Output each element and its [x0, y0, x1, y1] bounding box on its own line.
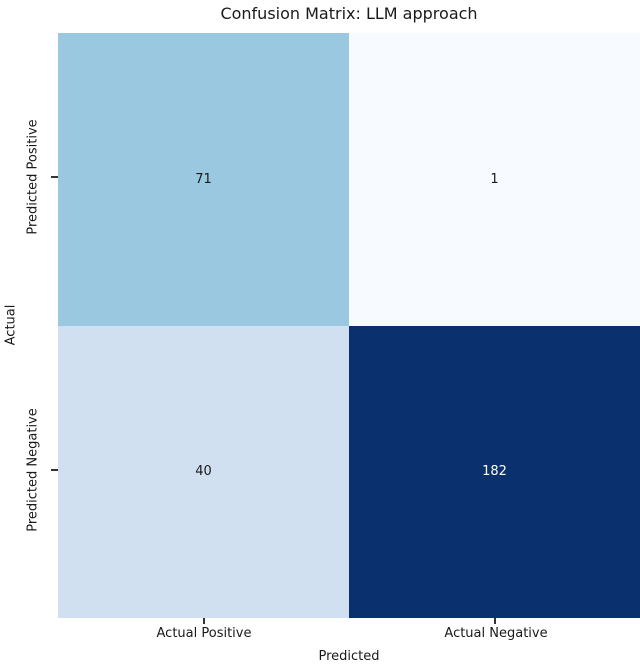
- xtick-mark-col2: [494, 618, 496, 624]
- x-axis-label: Predicted: [318, 649, 380, 664]
- chart-title: Confusion Matrix: LLM approach: [220, 4, 478, 23]
- xtick-label-actual-negative: Actual Negative: [444, 626, 548, 641]
- y-axis-label: Actual: [3, 304, 19, 346]
- heatmap-plot-area: 71 1 40 182: [58, 33, 640, 618]
- ytick-mark-row1: [51, 176, 58, 178]
- heatmap-cell-false-positive: 1: [349, 33, 640, 326]
- ytick-mark-row2: [51, 469, 58, 471]
- heatmap-cell-true-positive: 71: [58, 33, 349, 326]
- ytick-label-predicted-negative: Predicted Negative: [25, 408, 41, 532]
- heatmap-cell-true-negative: 182: [349, 325, 640, 618]
- xtick-mark-col1: [203, 618, 205, 624]
- xtick-label-actual-positive: Actual Positive: [156, 626, 252, 641]
- heatmap-cell-false-negative: 40: [58, 325, 349, 618]
- ytick-label-predicted-positive: Predicted Positive: [25, 119, 41, 235]
